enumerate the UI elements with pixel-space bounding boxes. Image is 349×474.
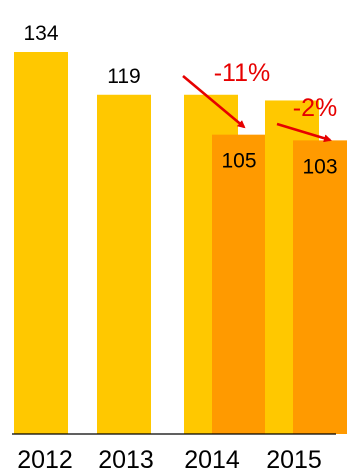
x-tick-2013: 2013 xyxy=(98,446,154,474)
data-label-2012: 134 xyxy=(23,22,58,45)
x-tick-2015: 2015 xyxy=(266,446,322,474)
annotation-pct-2015: -2% xyxy=(293,94,337,122)
bar-2014-s1 xyxy=(212,134,266,435)
bar-2012-s0 xyxy=(14,52,68,434)
annotation-arrow-2015 xyxy=(276,122,332,143)
annotation-pct-2014: -11% xyxy=(214,59,271,87)
annotation-arrow-2014 xyxy=(182,75,246,129)
x-tick-2012: 2012 xyxy=(17,446,73,474)
bar-2013-s0 xyxy=(97,94,151,434)
data-label-2013: 119 xyxy=(107,65,140,88)
bar-2015-s1 xyxy=(293,140,347,434)
data-label-2015: 103 xyxy=(302,155,337,178)
x-tick-2014: 2014 xyxy=(184,446,240,474)
data-label-2014: 105 xyxy=(221,150,256,173)
